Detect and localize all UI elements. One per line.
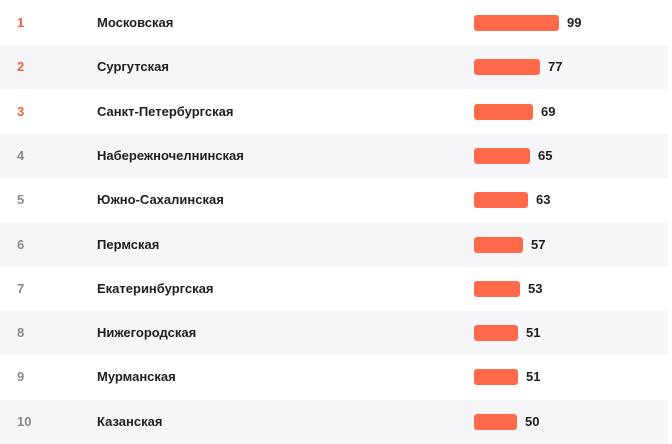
score-bar [474,103,533,120]
score-bar [474,369,518,386]
score-bar [474,236,523,253]
table-row: 6 Пермская 57 [0,222,668,267]
region-name: Набережночелнинская [97,147,244,163]
rank-number: 7 [17,280,25,296]
score-value: 99 [567,15,582,30]
score-value: 57 [531,236,546,252]
score-value: 51 [526,325,541,341]
rank-number: 4 [17,147,25,163]
score-value: 53 [528,280,543,296]
score-bar [474,280,520,297]
score-bar [474,59,540,76]
table-row: 10 Казанская 50 [0,399,668,444]
table-row: 4 Набережночелнинская 65 [0,133,668,178]
score-value: 69 [541,103,556,119]
table-row: 8 Нижегородская 51 [0,311,668,356]
score-value: 77 [548,59,563,75]
region-name: Казанская [97,413,163,429]
rank-number: 5 [17,192,25,208]
score-bar [474,147,530,164]
table-row: 9 Мурманская 51 [0,355,668,400]
score-bar [474,325,518,342]
region-name: Сургутская [97,59,169,75]
table-row: 5 Южно-Сахалинская 63 [0,178,668,223]
table-row: 3 Санкт-Петербургская 69 [0,89,668,134]
table-row: 2 Сургутская 77 [0,45,668,90]
rank-number: 8 [17,325,25,341]
region-name: Санкт-Петербургская [97,103,234,119]
score-bar [474,192,528,209]
table-row: 7 Екатеринбургская 53 [0,266,668,311]
score-bar [474,413,517,430]
rank-number: 6 [17,236,25,252]
region-name: Екатеринбургская [97,280,214,296]
score-value: 63 [536,192,551,208]
rank-number: 2 [17,59,25,75]
region-name: Южно-Сахалинская [97,192,224,208]
region-name: Мурманская [97,369,176,385]
rank-number: 3 [17,103,25,119]
rank-number: 9 [17,369,25,385]
region-name: Нижегородская [97,325,197,341]
region-name: Московская [97,15,174,30]
region-name: Пермская [97,236,160,252]
table-row: 1 Московская 99 [0,1,668,45]
rank-number: 10 [17,413,32,429]
score-bar [474,15,559,31]
score-value: 50 [525,413,540,429]
score-value: 51 [526,369,541,385]
rank-number: 1 [17,15,25,30]
score-value: 65 [538,147,553,163]
